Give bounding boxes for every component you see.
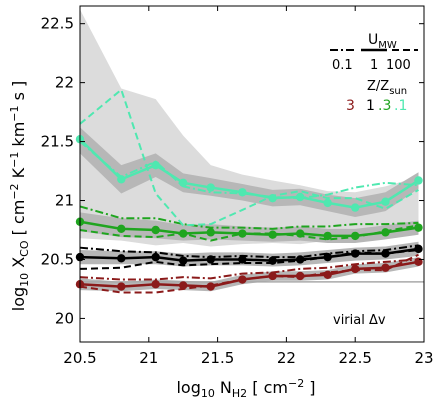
legend: UMW 0.1 1 100 Z/Zsun 3 1 .3 .1 — [330, 32, 418, 114]
series-0-point-8 — [323, 270, 332, 279]
series-2-point-11 — [414, 223, 423, 232]
series-0-solid — [79, 260, 419, 288]
series-layer — [75, 88, 423, 294]
series-3-point-5 — [238, 188, 247, 197]
virial-annotation: virial Δv — [333, 313, 386, 328]
series-2-point-7 — [295, 229, 305, 238]
legend-umw-value-0: 0.1 — [332, 58, 353, 73]
y-tick-label-2: 21 — [55, 192, 74, 210]
series-0-point-6 — [268, 271, 277, 281]
x-tick-label-3: 22 — [277, 349, 296, 367]
series-1-point-1 — [117, 254, 126, 263]
series-3-dashed — [79, 88, 419, 227]
series-3-point-7 — [295, 192, 305, 202]
series-3-solid — [79, 138, 420, 209]
y-tick-label-4: 22 — [55, 74, 74, 92]
series-0-point-9 — [351, 264, 360, 274]
series-2-point-10 — [381, 228, 390, 237]
y-tick-label-3: 21.5 — [41, 133, 74, 151]
series-1-solid — [79, 247, 419, 262]
series-0-point-11 — [414, 257, 423, 267]
band-3 — [80, 127, 419, 218]
series-2-point-4 — [206, 228, 215, 237]
series-1-point-7 — [295, 255, 305, 264]
series-1-point-10 — [381, 249, 390, 258]
ticks-layer: 20.5 21 21.5 22 22.5 23 20 20.5 21 21.5 22 22.5 — [41, 6, 434, 367]
series-3-point-2 — [151, 160, 160, 170]
series-0-dashdot — [79, 258, 419, 281]
series-3-point-6 — [268, 193, 277, 203]
series-1-point-3 — [179, 256, 188, 265]
series-2-point-9 — [351, 231, 360, 241]
series-2-solid — [79, 220, 419, 238]
legend-z-value-03: .3 — [378, 98, 391, 114]
series-3-point-11 — [414, 176, 423, 185]
plot-frame — [79, 5, 425, 343]
series-2-point-1 — [117, 224, 126, 234]
series-3-point-8 — [323, 198, 332, 208]
x-tick-label-2: 21.5 — [201, 349, 234, 367]
series-2-point-8 — [323, 231, 332, 241]
legend-z-value-01: .1 — [394, 98, 407, 114]
series-1-point-11 — [414, 244, 423, 254]
x-tick-label-4: 22.5 — [338, 349, 371, 367]
legend-umw-title: UMW — [368, 32, 397, 51]
legend-umw-value-1: 1 — [370, 58, 378, 73]
series-2-dashdot — [79, 205, 419, 230]
series-0-point-1 — [117, 282, 126, 291]
series-1-point-9 — [351, 249, 360, 258]
series-3-point-3 — [179, 178, 188, 188]
y-tick-label-1: 20.5 — [41, 250, 74, 268]
series-0-point-3 — [179, 281, 188, 290]
envelope-layer — [80, 9, 419, 247]
series-2-point-5 — [238, 229, 247, 238]
series-1-point-2 — [151, 252, 160, 262]
band-0 — [80, 257, 419, 292]
series-1-dashdot — [79, 244, 419, 259]
y-axis-label: log10 XCO [ cm−2 K−1 km−1 s ] — [8, 81, 31, 312]
y-tick-label-5: 22.5 — [41, 15, 74, 33]
y-tick-label-0: 20 — [55, 309, 74, 327]
series-3-point-10 — [381, 197, 390, 206]
envelope-area — [80, 9, 419, 247]
legend-umw-value-2: 100 — [386, 58, 411, 73]
series-2-point-2 — [151, 225, 160, 235]
legend-z-value-1: 1 — [366, 98, 375, 114]
series-2-point-3 — [179, 229, 188, 238]
series-1-point-4 — [206, 255, 215, 264]
x-tick-label-5: 23 — [414, 349, 433, 367]
series-0-point-2 — [151, 280, 160, 289]
legend-z-value-3: 3 — [346, 98, 355, 114]
series-3-point-9 — [351, 203, 360, 212]
series-1-point-6 — [268, 256, 277, 265]
series-0-point-10 — [381, 263, 390, 272]
legend-z-title: Z/Zsun — [367, 79, 407, 97]
series-0-point-5 — [238, 275, 247, 284]
x-axis-label: log10 NH2 [ cm−2 ] — [176, 377, 315, 400]
series-3-point-1 — [117, 175, 126, 184]
series-2-point-6 — [268, 230, 277, 239]
series-1-point-8 — [323, 252, 332, 262]
x-tick-label-0: 20.5 — [63, 349, 96, 367]
series-0-point-7 — [295, 271, 305, 281]
x-tick-label-1: 21 — [139, 349, 158, 367]
series-3-point-4 — [206, 183, 215, 192]
series-1-point-5 — [238, 255, 247, 264]
band-1 — [80, 241, 419, 267]
series-0-point-4 — [206, 282, 215, 291]
